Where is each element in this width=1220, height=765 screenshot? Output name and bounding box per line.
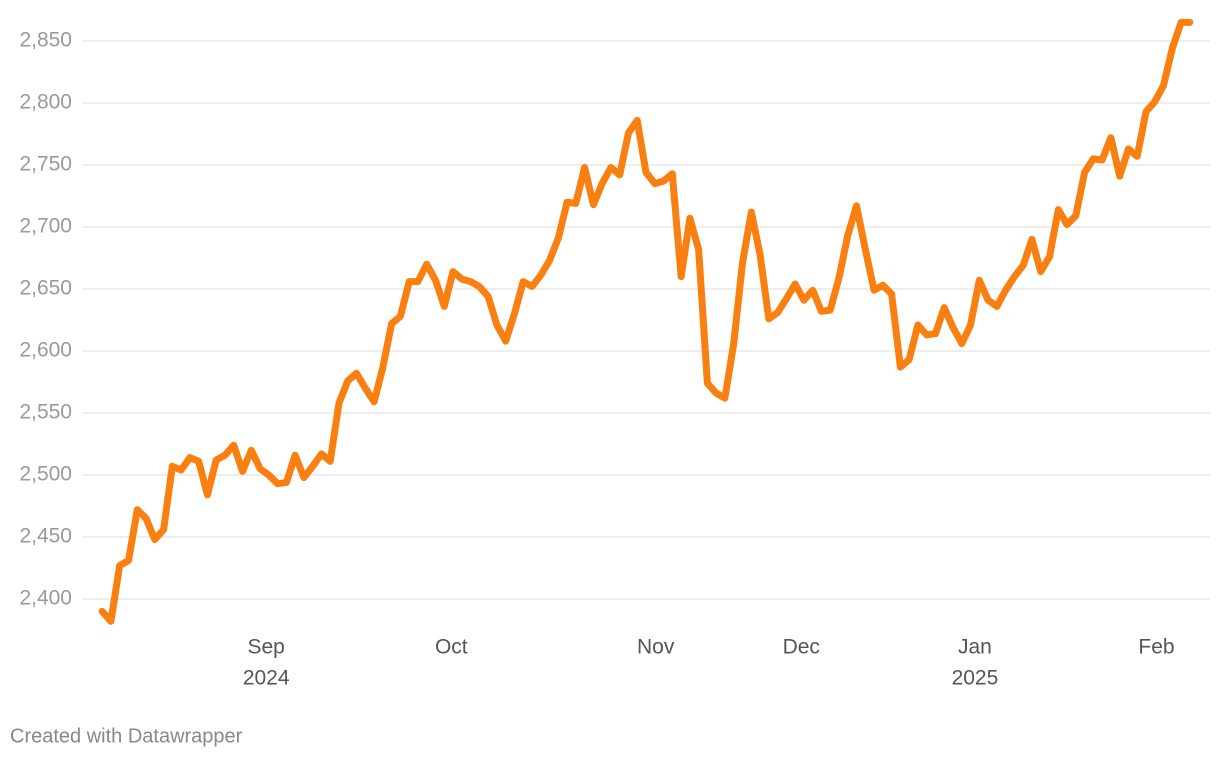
x-tick-label: Nov — [637, 636, 675, 659]
x-tick-year: 2024 — [243, 667, 290, 690]
y-tick-label: 2,750 — [19, 153, 72, 176]
x-tick-label: Feb — [1138, 636, 1174, 659]
line — [98, 18, 1194, 625]
y-tick-label: 2,400 — [19, 587, 72, 610]
x-tick-label: Dec — [783, 636, 820, 659]
x-tick-label: Oct — [435, 636, 468, 659]
y-tick-label: 2,650 — [19, 277, 72, 300]
y-tick-label: 2,550 — [19, 401, 72, 424]
x-tick-label: Sep — [248, 636, 285, 659]
y-tick-label: 2,700 — [19, 215, 72, 238]
footer: Created with Datawrapper — [10, 725, 243, 747]
y-tick-label: 2,850 — [19, 29, 72, 52]
y-tick-label: 2,600 — [19, 339, 72, 362]
x-tick-year: 2025 — [952, 667, 999, 690]
x-tick-label: Jan — [958, 636, 992, 659]
y-tick-label: 2,800 — [19, 91, 72, 114]
y-tick-label: 2,450 — [19, 525, 72, 548]
y-tick-label: 2,500 — [19, 463, 72, 486]
